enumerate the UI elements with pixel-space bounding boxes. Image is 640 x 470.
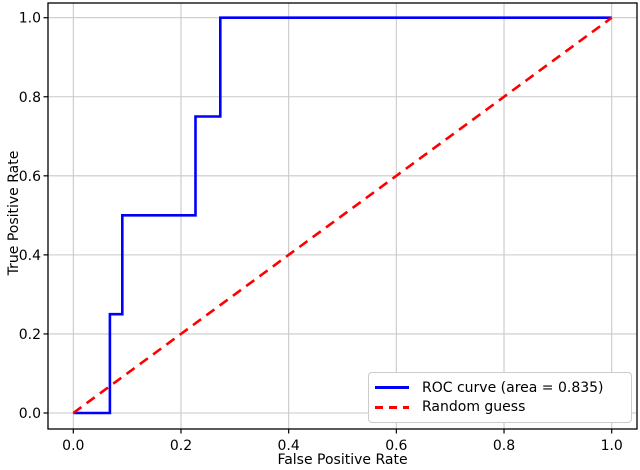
legend-item-roc-curve: ROC curve (area = 0.835) — [375, 380, 623, 396]
x-tick-label: 0.2 — [170, 438, 192, 454]
y-tick-label: 0.6 — [19, 169, 41, 185]
y-axis-label: True Positive Rate — [6, 150, 22, 276]
legend-box: ROC curve (area = 0.835) Random guess — [368, 372, 632, 423]
random-guess-line — [72, 16, 613, 415]
legend-label: Random guess — [422, 399, 526, 416]
x-tick-label: 0.8 — [493, 438, 515, 454]
x-tick-label: 0.6 — [385, 438, 407, 454]
random-guess-sample-line — [375, 405, 409, 409]
y-tick-label: 0.4 — [19, 248, 41, 264]
x-tick-label: 0.0 — [62, 438, 84, 454]
x-axis-label: False Positive Rate — [277, 452, 408, 468]
x-tick-label: 0.4 — [278, 438, 300, 454]
x-tick-label: 1.0 — [601, 438, 623, 454]
y-tick-label: 0.8 — [19, 90, 41, 106]
legend-item-random-guess: Random guess — [375, 399, 623, 415]
legend-label: ROC curve (area = 0.835) — [422, 379, 604, 396]
y-tick-label: 0.0 — [19, 406, 41, 422]
roc-curve-line — [73, 16, 612, 415]
y-tick-label: 1.0 — [19, 11, 41, 27]
roc-curve-sample-line — [375, 386, 409, 390]
y-tick-label: 0.2 — [19, 327, 41, 343]
axes-spines — [47, 2, 638, 430]
